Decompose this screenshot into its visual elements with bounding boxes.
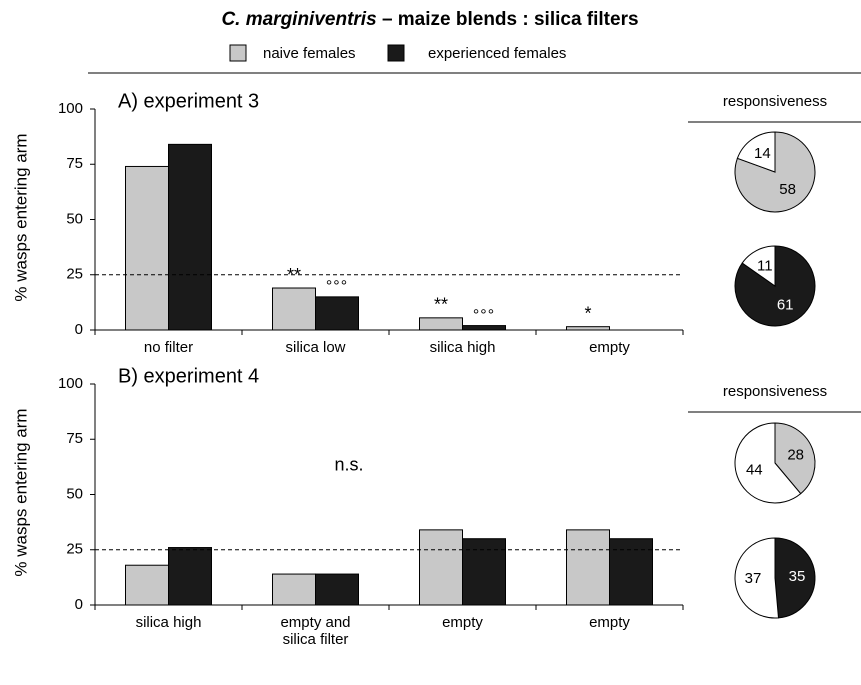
x-tick-label: silica high <box>429 339 496 356</box>
y-tick-label: 0 <box>75 321 83 338</box>
pie-slice <box>734 537 780 619</box>
legend-label: naive females <box>263 45 356 62</box>
bar <box>272 287 316 331</box>
pie-title: responsiveness <box>723 93 827 110</box>
legend-swatch <box>387 44 405 62</box>
pie-label: 14 <box>754 145 771 162</box>
y-tick-label: 50 <box>66 210 83 227</box>
x-tick-label: empty <box>589 339 630 356</box>
subtitle: A) experiment 3 <box>118 90 259 112</box>
pie-slice <box>741 245 776 287</box>
pie-label: 58 <box>779 181 796 198</box>
x-tick-label: empty and silica filter <box>280 614 351 648</box>
bar <box>462 325 506 331</box>
annotation: °°° <box>473 307 495 324</box>
legend-label: experienced females <box>428 45 566 62</box>
bar <box>168 143 212 331</box>
bar <box>609 538 653 606</box>
title-rest: – maize blends : silica filters <box>382 9 639 30</box>
x-tick-label: empty <box>442 614 483 631</box>
annotation: ** <box>287 265 301 285</box>
x-tick-label: silica low <box>285 339 346 356</box>
bar <box>315 296 359 331</box>
pie-label: 35 <box>789 568 806 585</box>
legend-swatch <box>229 44 247 62</box>
pie-slice <box>736 131 776 173</box>
bar <box>566 326 610 331</box>
y-tick-label: 100 <box>58 375 83 392</box>
annotation: ** <box>434 295 448 315</box>
y-axis-label: % wasps entering arm <box>11 133 30 301</box>
bar <box>272 573 316 606</box>
pie-label: 44 <box>746 461 763 478</box>
annotation: * <box>584 303 591 323</box>
y-tick-label: 75 <box>66 155 83 172</box>
y-tick-label: 25 <box>66 266 83 283</box>
title-species: C. marginiventris <box>221 9 376 30</box>
y-tick-label: 75 <box>66 430 83 447</box>
pie-slice <box>774 537 816 619</box>
x-tick-label: empty <box>589 614 630 631</box>
bar <box>419 317 463 331</box>
pie-title: responsiveness <box>723 383 827 400</box>
bar <box>462 538 506 606</box>
subtitle: B) experiment 4 <box>118 365 259 387</box>
x-tick-label: silica high <box>135 614 202 631</box>
pie-slice <box>774 422 816 495</box>
bar <box>566 529 610 606</box>
bar <box>168 547 212 606</box>
y-tick-label: 100 <box>58 100 83 117</box>
bar <box>125 165 169 331</box>
bar <box>419 529 463 606</box>
pie-label: 37 <box>745 570 762 587</box>
x-tick-label: no filter <box>143 339 194 356</box>
pie-label: 11 <box>757 257 773 274</box>
pie-label: 28 <box>787 446 804 463</box>
pie-slice <box>734 422 802 504</box>
y-axis-label: % wasps entering arm <box>11 408 30 576</box>
annotation: n.s. <box>334 455 363 475</box>
bar <box>315 573 359 606</box>
y-tick-label: 25 <box>66 541 83 558</box>
annotation: °°° <box>326 278 348 295</box>
figure-title: C. marginiventris – maize blends : silic… <box>221 9 638 30</box>
y-tick-label: 0 <box>75 596 83 613</box>
y-tick-label: 50 <box>66 485 83 502</box>
bar <box>125 564 169 606</box>
pie-label: 61 <box>777 296 794 313</box>
